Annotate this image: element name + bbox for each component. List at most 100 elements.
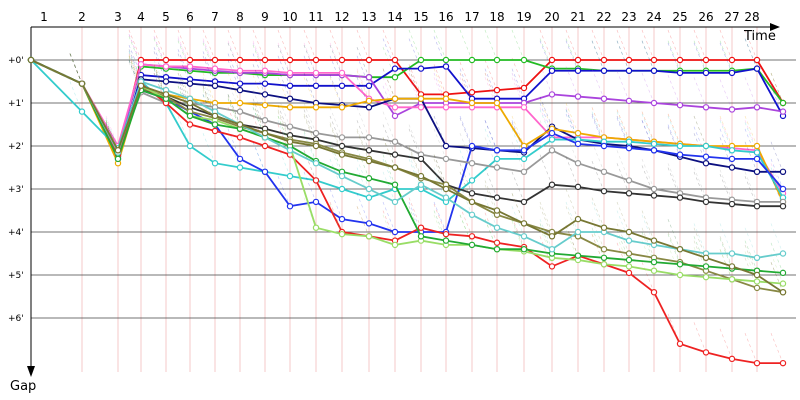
lap-connector: [641, 40, 655, 71]
lap-connector: [667, 167, 681, 198]
lap-connector: [303, 133, 317, 164]
lap-connector: [329, 107, 343, 138]
data-point: [391, 104, 399, 111]
lap-connector: [277, 105, 291, 136]
lap-connector: [408, 68, 422, 99]
data-point: [600, 261, 608, 268]
lap-connector: [433, 201, 447, 233]
data-point: [548, 147, 556, 154]
lap-connector: [719, 120, 733, 151]
data-point: [27, 56, 35, 64]
data-point: [286, 56, 294, 64]
lap-connector: [329, 55, 343, 86]
lap-connector: [667, 42, 681, 74]
data-point: [236, 67, 244, 74]
lap-connector: [128, 49, 142, 80]
data-point: [286, 104, 294, 111]
data-point: [114, 155, 122, 163]
lap-connector: [539, 219, 553, 250]
data-point: [468, 142, 476, 150]
lap-connector: [511, 193, 525, 224]
data-point: [442, 155, 450, 163]
data-point: [574, 228, 582, 236]
data-point: [676, 245, 684, 253]
data-point: [625, 67, 633, 74]
lap-connector: [484, 197, 498, 228]
lap-connector: [277, 42, 291, 74]
lap-connector: [277, 44, 291, 76]
lap-connector: [511, 219, 525, 250]
lap-connector: [459, 171, 473, 203]
lap-connector: [641, 111, 655, 142]
data-point: [391, 241, 399, 249]
data-point: [574, 67, 582, 74]
gap-tick-label: +3': [8, 185, 24, 195]
data-point: [417, 181, 425, 188]
lap-connector: [744, 128, 758, 160]
data-point: [600, 67, 608, 74]
lap-connector: [616, 40, 630, 71]
data-point: [236, 164, 244, 171]
lap-connector: [511, 141, 525, 172]
data-point: [574, 252, 582, 259]
x-axis-title: Time: [743, 29, 776, 44]
x-axis-arrow-icon: [770, 23, 780, 31]
data-point: [753, 254, 761, 261]
lap-connector: [539, 154, 553, 185]
data-point: [493, 207, 501, 214]
lap-connector: [511, 206, 525, 237]
lap-connector: [667, 244, 681, 276]
data-point: [391, 56, 399, 64]
data-point: [625, 263, 633, 270]
data-point: [391, 151, 399, 158]
lap-connector: [202, 133, 216, 164]
data-point: [779, 280, 787, 287]
data-point: [162, 91, 170, 98]
lap-connector: [105, 118, 119, 149]
lap-connector: [329, 122, 343, 153]
data-point: [186, 142, 194, 150]
lap-connector: [153, 47, 167, 78]
data-point: [137, 61, 145, 68]
data-point: [702, 254, 710, 261]
gap-tick-label: +1': [8, 99, 24, 109]
data-point: [261, 142, 269, 150]
lap-connector: [329, 44, 343, 76]
lap-connector: [693, 115, 707, 147]
lap-connector: [511, 128, 525, 160]
data-point: [520, 155, 528, 163]
data-point: [186, 99, 194, 107]
lap-connector: [303, 115, 317, 147]
lap-connector: [252, 102, 266, 134]
data-point: [520, 84, 528, 92]
lap-label: 25: [672, 10, 687, 24]
lap-connector: [202, 81, 216, 112]
lap-connector: [329, 42, 343, 74]
lap-connector: [719, 137, 733, 168]
lap-connector: [539, 38, 553, 69]
data-point: [650, 289, 658, 296]
data-point: [728, 200, 736, 208]
data-point: [236, 121, 244, 128]
lap-connector: [329, 44, 343, 76]
lap-connector: [459, 150, 473, 181]
lap-connector: [539, 29, 553, 61]
lap-connector: [539, 201, 553, 233]
lap-connector: [128, 29, 142, 61]
data-point: [391, 228, 399, 236]
lap-connector: [719, 42, 733, 74]
lap-connector: [511, 193, 525, 224]
lap-connector: [511, 77, 525, 108]
data-point: [548, 91, 556, 98]
lap-connector: [227, 29, 241, 61]
data-point: [236, 80, 244, 87]
lap-connector: [277, 44, 291, 76]
driver-series-11: [27, 53, 787, 210]
data-point: [779, 289, 787, 296]
lap-label: 16: [438, 10, 453, 24]
lap-connector: [329, 115, 343, 147]
data-point: [468, 159, 476, 167]
data-point: [520, 168, 528, 175]
lap-connector: [408, 124, 422, 155]
lap-connector: [459, 206, 473, 237]
